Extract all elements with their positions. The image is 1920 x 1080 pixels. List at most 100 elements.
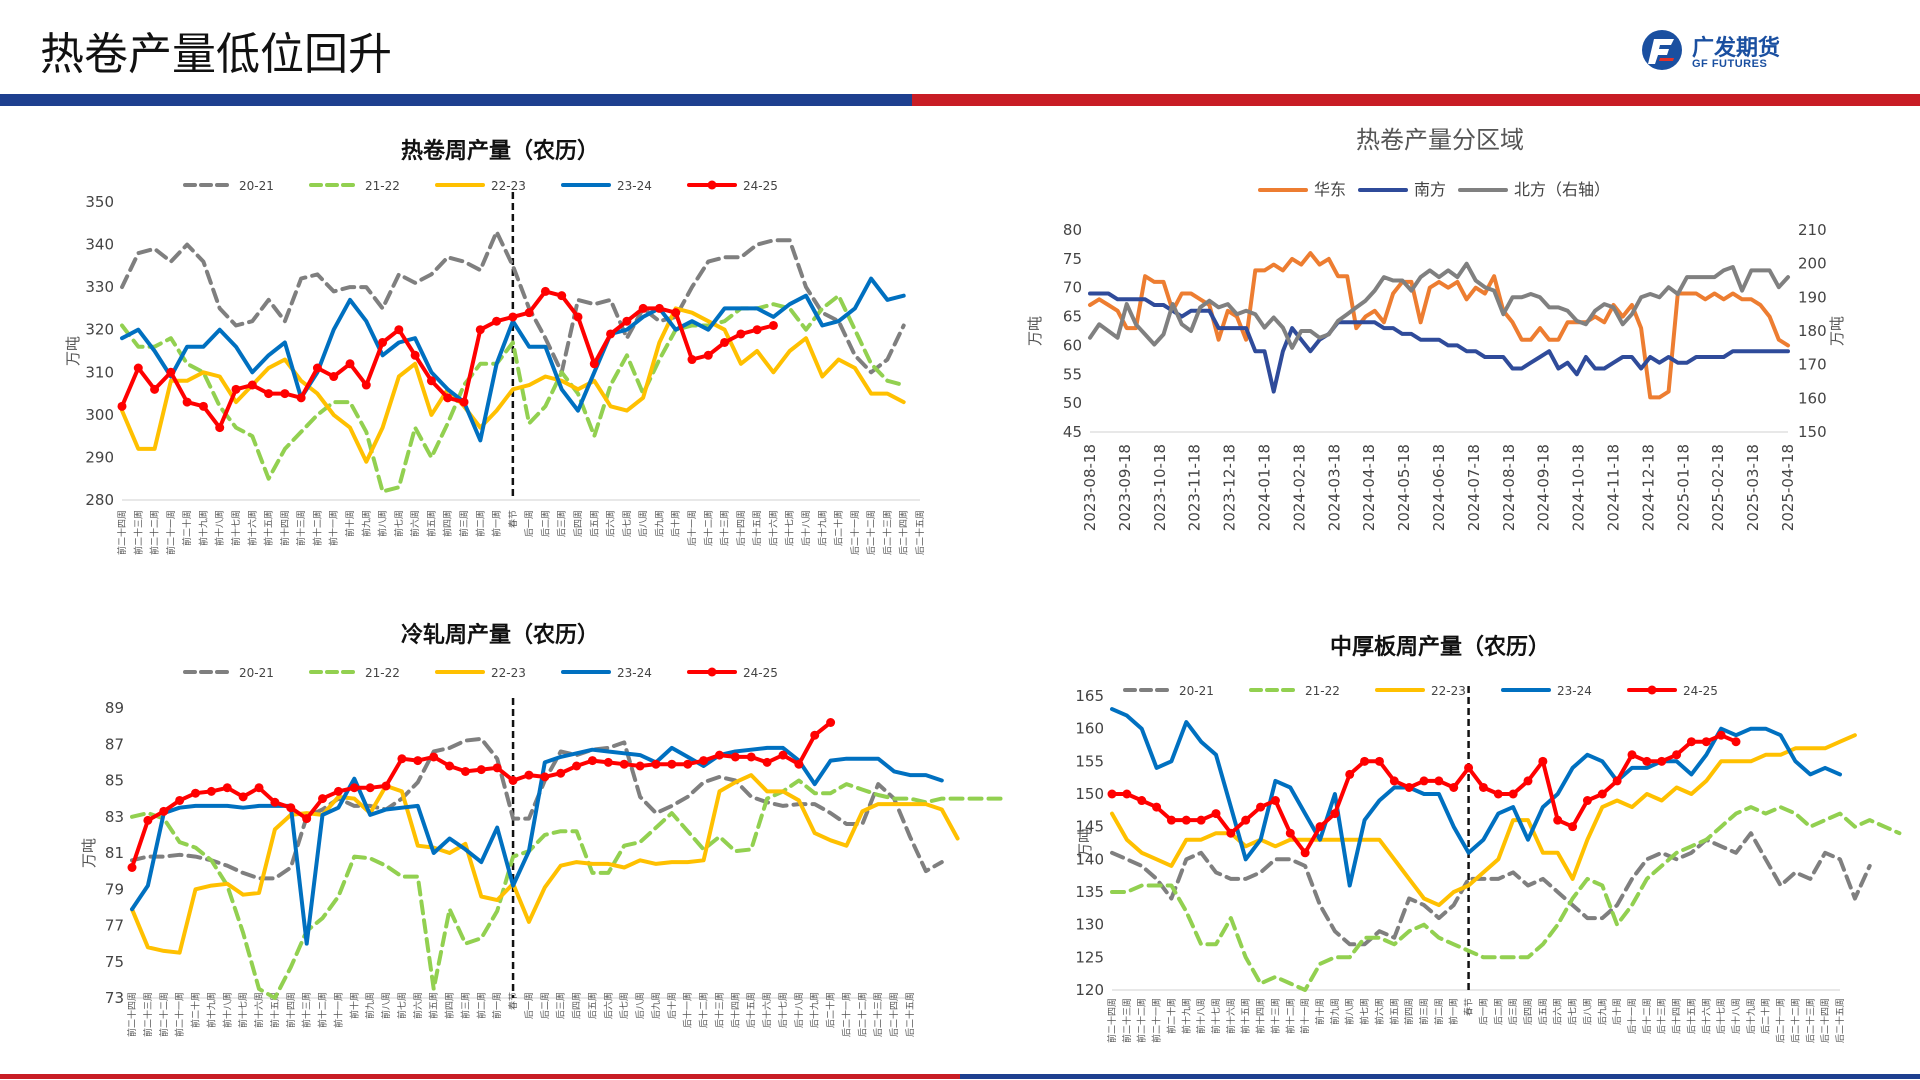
y-right-tick-label: 170 xyxy=(1798,356,1827,374)
x-tick-label: 后十七周 xyxy=(1715,998,1727,1034)
series-point-24-25 xyxy=(182,397,192,407)
x-tick-label: 后九周 xyxy=(654,510,665,537)
x-tick-label: 2024-11-18 xyxy=(1605,444,1623,531)
series-point-24-25 xyxy=(736,329,746,339)
x-tick-label: 后十二周 xyxy=(698,992,710,1028)
x-tick-label: 前一周 xyxy=(491,510,503,537)
y-tick-label: 310 xyxy=(85,363,114,381)
series-point-24-25 xyxy=(1657,756,1667,766)
series-point-24-25 xyxy=(1226,828,1236,838)
y-right-tick-label: 150 xyxy=(1798,423,1827,441)
x-tick-label: 前十三周 xyxy=(295,510,307,546)
x-tick-label: 前二十二周 xyxy=(149,510,161,555)
x-tick-label: 前六周 xyxy=(1373,998,1385,1025)
series-point-24-25 xyxy=(443,393,453,403)
series-point-24-25 xyxy=(524,770,534,780)
series-point-24-25 xyxy=(683,759,693,769)
legend-label: 23-24 xyxy=(617,179,652,193)
x-tick-label: 后二十三周 xyxy=(881,510,893,555)
series-point-24-25 xyxy=(206,786,216,796)
series-point-24-25 xyxy=(166,367,176,377)
series-point-24-25 xyxy=(1256,802,1266,812)
x-tick-label: 后二十周 xyxy=(825,992,837,1028)
series-point-24-25 xyxy=(1627,750,1637,760)
legend-label: 24-25 xyxy=(743,666,778,680)
x-tick-label: 后二十五周 xyxy=(904,992,916,1037)
legend-label: 21-22 xyxy=(1305,684,1340,698)
y-right-tick-label: 180 xyxy=(1798,322,1827,340)
series-point-24-25 xyxy=(540,772,550,782)
x-tick-label: 后二周 xyxy=(1493,998,1504,1025)
x-tick-label: 后十三周 xyxy=(1656,998,1668,1034)
x-tick-label: 前二十周 xyxy=(1165,998,1177,1034)
series-point-24-25 xyxy=(768,320,778,330)
x-tick-label: 后十五周 xyxy=(745,992,757,1028)
x-tick-label: 前四周 xyxy=(1403,998,1415,1025)
x-tick-label: 后八周 xyxy=(638,510,649,537)
legend-label: 23-24 xyxy=(617,666,652,680)
x-tick-label: 春节 xyxy=(1463,998,1475,1016)
series-point-24-25 xyxy=(264,389,274,399)
series-point-24-25 xyxy=(492,316,502,326)
x-tick-label: 2025-04-18 xyxy=(1779,444,1797,531)
x-tick-label: 前八周 xyxy=(377,510,389,537)
x-tick-label: 后四周 xyxy=(572,992,583,1019)
series-point-24-25 xyxy=(1122,789,1132,799)
series-point-24-25 xyxy=(1597,789,1607,799)
series-line-22-23 xyxy=(130,773,960,955)
x-tick-label: 后十一周 xyxy=(686,510,698,546)
x-tick-label: 后二十三周 xyxy=(1804,998,1816,1043)
series-point-24-25 xyxy=(619,759,629,769)
series-point-24-25 xyxy=(572,761,582,771)
x-tick-label: 后二十二周 xyxy=(865,510,877,555)
x-tick-label: 后七周 xyxy=(619,992,630,1019)
y-tick-label: 340 xyxy=(85,236,114,254)
series-point-24-25 xyxy=(318,794,328,804)
series-point-24-25 xyxy=(622,316,632,326)
x-tick-label: 前六周 xyxy=(409,510,421,537)
series-point-24-25 xyxy=(394,325,404,335)
y-tick-label: 55 xyxy=(1063,365,1082,383)
series-point-24-25 xyxy=(1508,789,1518,799)
x-tick-label: 前二十三周 xyxy=(1121,998,1133,1043)
series-point-24-25 xyxy=(651,759,661,769)
logo-text-en: GF FUTURES xyxy=(1692,58,1768,70)
x-tick-label: 2024-06-18 xyxy=(1430,444,1448,531)
series-point-24-25 xyxy=(215,423,225,433)
series-point-24-25 xyxy=(1211,809,1221,819)
x-tick-label: 前十八周 xyxy=(214,510,226,546)
series-point-24-25 xyxy=(397,754,407,764)
y-tick-label: 320 xyxy=(85,321,114,339)
x-tick-label: 后十九周 xyxy=(1745,998,1757,1034)
y-axis-label: 万吨 xyxy=(1076,828,1094,858)
series-point-24-25 xyxy=(1434,776,1444,786)
series-point-24-25 xyxy=(762,757,772,767)
x-tick-label: 2024-02-18 xyxy=(1290,444,1308,531)
y-tick-label: 65 xyxy=(1063,308,1082,326)
y-tick-label: 85 xyxy=(105,772,124,790)
y-tick-label: 83 xyxy=(105,808,124,826)
series-point-24-25 xyxy=(460,766,470,776)
x-tick-label: 前十六周 xyxy=(253,992,265,1028)
x-tick-label: 2025-02-18 xyxy=(1709,444,1727,531)
y-tick-label: 89 xyxy=(105,699,124,717)
x-tick-label: 前二十四周 xyxy=(126,992,138,1037)
series-point-24-25 xyxy=(1449,782,1459,792)
hr-region-chart: 热卷产量分区域 45 50 55 60 65 70 75 80 万吨 150 160 170 180 190… xyxy=(1026,126,1846,531)
x-tick-label: 前五周 xyxy=(428,992,440,1019)
series-point-24-25 xyxy=(1196,815,1206,825)
series-line-21-22 xyxy=(1110,805,1902,992)
series-point-24-25 xyxy=(1478,782,1488,792)
x-tick-label: 后十四周 xyxy=(735,510,747,546)
x-tick-label: 前三周 xyxy=(1418,998,1430,1025)
series-point-24-25 xyxy=(687,355,697,365)
y-tick-label: 290 xyxy=(85,448,114,466)
x-tick-label: 后十六周 xyxy=(761,992,773,1028)
series-point-24-25 xyxy=(286,803,296,813)
legend-marker-24-25 xyxy=(707,180,717,190)
chart-title: 冷轧周产量（农历） xyxy=(401,622,599,648)
series-point-24-25 xyxy=(1642,756,1652,766)
series-point-24-25 xyxy=(1612,776,1622,786)
series-point-24-25 xyxy=(1285,828,1295,838)
y-tick-label: 145 xyxy=(1075,818,1104,836)
